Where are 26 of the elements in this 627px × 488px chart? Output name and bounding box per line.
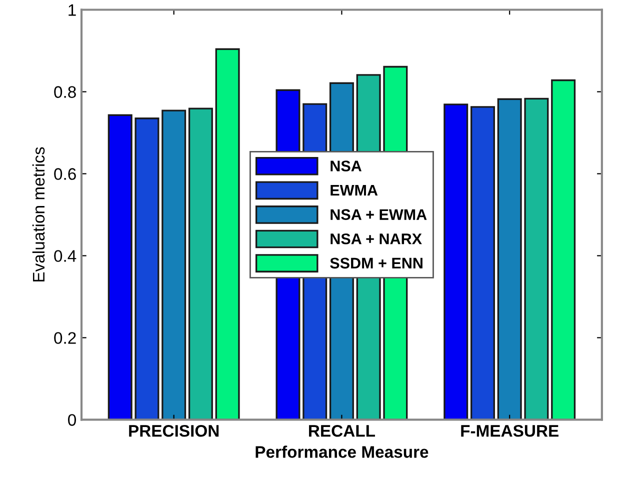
bar — [497, 98, 522, 420]
legend-label: EWMA — [330, 185, 378, 196]
y-tick-label: 0.4 — [54, 250, 76, 262]
legend-label: NSA + NARX — [330, 233, 422, 244]
x-tick-label: PRECISION — [129, 424, 219, 437]
bar — [162, 110, 186, 420]
y-axis-title: Evaluation metrics — [32, 147, 45, 282]
y-tick-label: 0.8 — [54, 86, 76, 98]
bar — [215, 48, 240, 420]
bar — [444, 104, 468, 420]
bar — [551, 79, 576, 420]
bar — [524, 98, 549, 420]
y-tick-label: 0.6 — [54, 168, 76, 180]
legend-label: SSDM + ENN — [330, 258, 422, 269]
bar — [188, 108, 213, 420]
bar — [108, 114, 132, 420]
legend-label: NSA + EWMA — [330, 209, 427, 220]
x-tick-label: RECALL — [309, 424, 375, 437]
y-tick-label: 0.2 — [54, 332, 76, 344]
y-tick-label: 1 — [68, 4, 76, 16]
bar — [470, 106, 495, 420]
x-tick-label: F-MEASURE — [461, 424, 558, 437]
y-tick-label: 0 — [68, 414, 76, 426]
x-axis-title: Performance Measure — [256, 446, 428, 458]
legend-label: NSA — [330, 160, 362, 172]
bar — [134, 118, 160, 420]
